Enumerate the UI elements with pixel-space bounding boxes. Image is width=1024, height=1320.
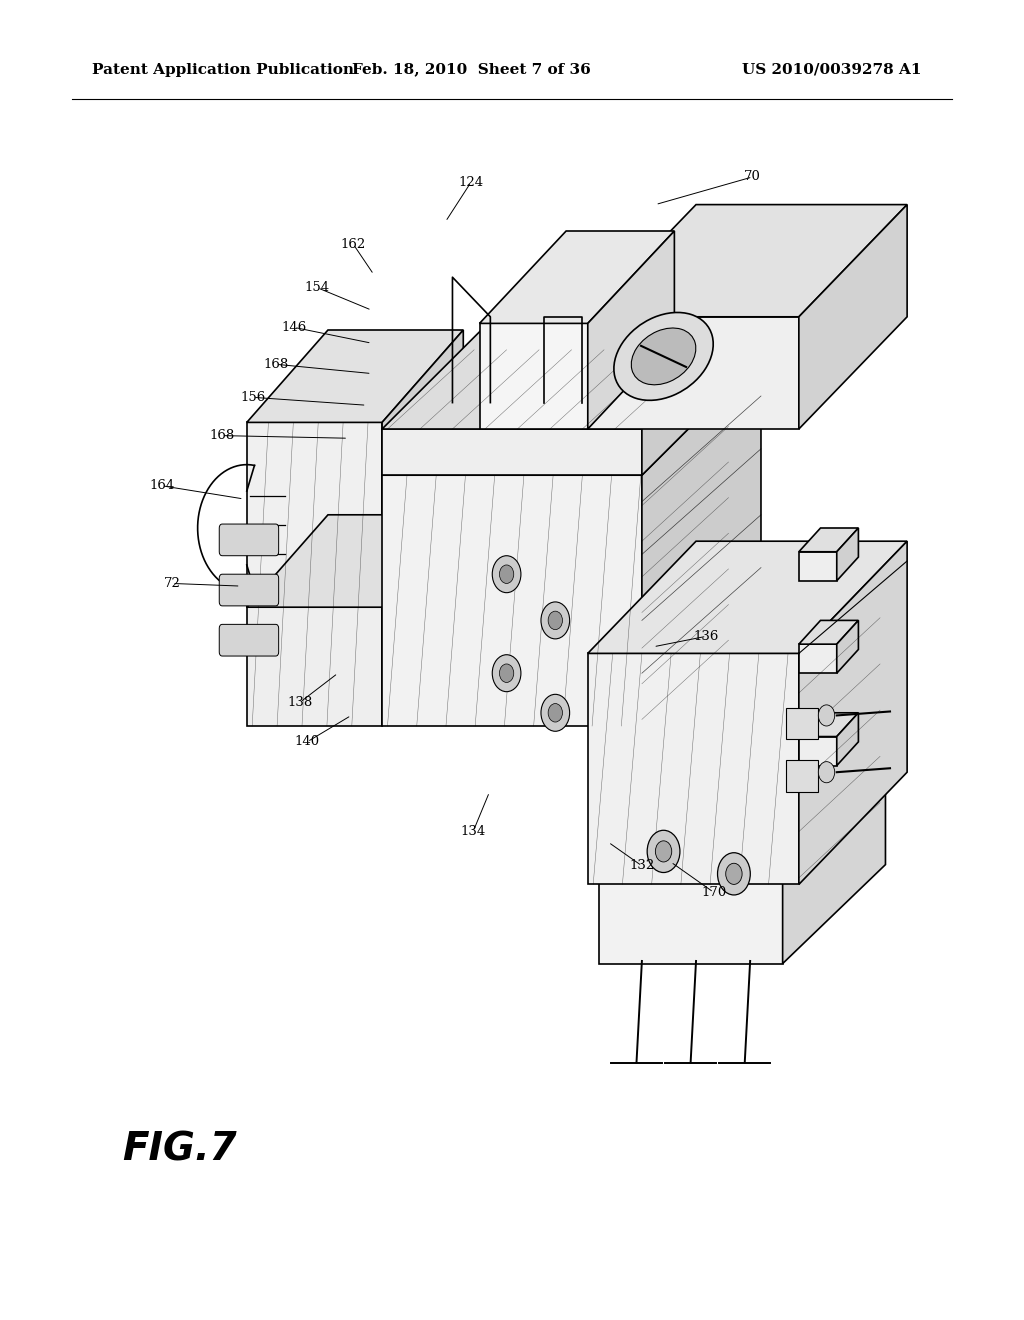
Text: US 2010/0039278 A1: US 2010/0039278 A1	[742, 62, 922, 77]
Text: 70: 70	[744, 170, 761, 183]
Text: 134: 134	[461, 825, 485, 838]
Circle shape	[500, 664, 514, 682]
Polygon shape	[599, 779, 886, 878]
Polygon shape	[382, 356, 761, 475]
Polygon shape	[247, 422, 382, 607]
Polygon shape	[479, 231, 675, 323]
Polygon shape	[599, 878, 782, 964]
Polygon shape	[799, 541, 907, 884]
Polygon shape	[799, 737, 837, 766]
Polygon shape	[588, 317, 799, 429]
Text: 164: 164	[150, 479, 174, 492]
Polygon shape	[247, 607, 382, 726]
FancyBboxPatch shape	[219, 524, 279, 556]
Ellipse shape	[631, 327, 696, 385]
Text: 132: 132	[630, 859, 654, 873]
Polygon shape	[588, 231, 675, 429]
Circle shape	[541, 602, 569, 639]
Text: 72: 72	[164, 577, 180, 590]
Circle shape	[541, 694, 569, 731]
Text: FIG.7: FIG.7	[122, 1130, 237, 1168]
Polygon shape	[837, 528, 858, 581]
Polygon shape	[837, 620, 858, 673]
Circle shape	[818, 762, 835, 783]
Circle shape	[500, 565, 514, 583]
Polygon shape	[782, 779, 886, 964]
Polygon shape	[588, 205, 907, 317]
Text: 156: 156	[241, 391, 265, 404]
Polygon shape	[642, 310, 761, 475]
Circle shape	[726, 863, 742, 884]
Polygon shape	[837, 713, 858, 766]
Circle shape	[548, 704, 562, 722]
Polygon shape	[247, 330, 463, 422]
Circle shape	[548, 611, 562, 630]
Text: 168: 168	[210, 429, 234, 442]
Text: Feb. 18, 2010  Sheet 7 of 36: Feb. 18, 2010 Sheet 7 of 36	[351, 62, 591, 77]
FancyBboxPatch shape	[219, 624, 279, 656]
Polygon shape	[799, 620, 858, 644]
Text: 124: 124	[459, 176, 483, 189]
Polygon shape	[382, 429, 642, 475]
Circle shape	[655, 841, 672, 862]
Text: 138: 138	[288, 696, 312, 709]
Circle shape	[818, 705, 835, 726]
Polygon shape	[382, 475, 642, 726]
Polygon shape	[382, 310, 761, 429]
Polygon shape	[588, 541, 907, 653]
Text: 162: 162	[341, 238, 366, 251]
Polygon shape	[799, 713, 858, 737]
Text: 154: 154	[305, 281, 330, 294]
Circle shape	[493, 556, 521, 593]
Polygon shape	[799, 205, 907, 429]
Text: 168: 168	[264, 358, 289, 371]
Polygon shape	[382, 515, 463, 726]
Text: 146: 146	[282, 321, 306, 334]
Text: 136: 136	[694, 630, 719, 643]
Circle shape	[718, 853, 751, 895]
Bar	[785, 760, 818, 792]
Polygon shape	[642, 356, 761, 726]
Polygon shape	[799, 644, 837, 673]
Text: 140: 140	[295, 735, 319, 748]
Bar	[785, 708, 818, 739]
Circle shape	[493, 655, 521, 692]
Polygon shape	[799, 552, 837, 581]
Polygon shape	[247, 515, 463, 607]
Ellipse shape	[613, 313, 714, 400]
Text: Patent Application Publication: Patent Application Publication	[92, 62, 354, 77]
Polygon shape	[382, 330, 463, 607]
Polygon shape	[588, 653, 799, 884]
Polygon shape	[479, 323, 588, 429]
Polygon shape	[799, 528, 858, 552]
Text: 170: 170	[701, 886, 726, 899]
Circle shape	[647, 830, 680, 873]
FancyBboxPatch shape	[219, 574, 279, 606]
